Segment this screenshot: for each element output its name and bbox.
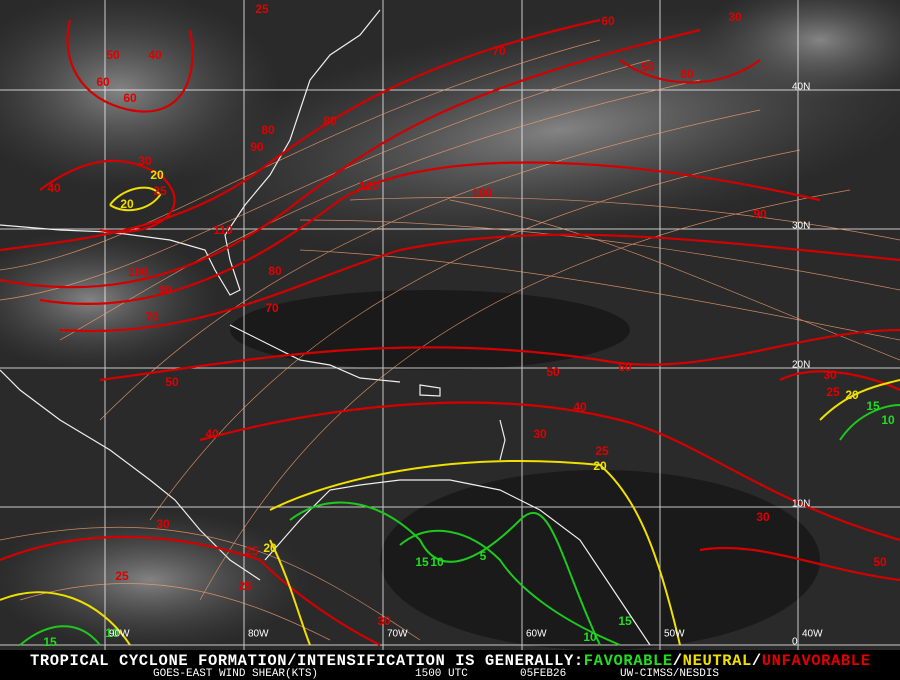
lon-label: 50W bbox=[664, 629, 685, 640]
green-contour-label: 10 bbox=[583, 630, 597, 644]
lon-label: 70W bbox=[387, 629, 408, 640]
clouds bbox=[0, 0, 900, 650]
green-contour-label: 15 bbox=[415, 555, 429, 569]
red-contour-label: 25 bbox=[826, 385, 840, 399]
red-contour-label: 90 bbox=[250, 140, 264, 154]
red-contour-label: 70 bbox=[145, 310, 159, 324]
red-contour-label: 50 bbox=[873, 555, 887, 569]
red-contour-label: 30 bbox=[728, 10, 742, 24]
red-contour-label: 90 bbox=[753, 207, 767, 221]
footer-bar bbox=[0, 650, 900, 680]
red-contour-label: 40 bbox=[47, 181, 61, 195]
lon-label: 90W bbox=[109, 629, 130, 640]
yellow-contours bbox=[0, 186, 900, 646]
unfavorable: UNFAVORABLE bbox=[762, 652, 870, 670]
yellow-contour-label: 20 bbox=[593, 459, 607, 473]
lon-label: 40W bbox=[802, 629, 823, 640]
yellow-contour-label: 20 bbox=[150, 168, 164, 182]
red-contour-label: 70 bbox=[492, 44, 506, 58]
red-contour-label: 25 bbox=[238, 579, 252, 593]
lat-label: 0 bbox=[792, 637, 798, 648]
red-contour-label: 60 bbox=[618, 360, 632, 374]
red-contour-label: 60 bbox=[123, 91, 137, 105]
red-contour-label: 40 bbox=[573, 400, 587, 414]
red-contour-label: 50 bbox=[546, 365, 560, 379]
footer-date: 05FEB26 bbox=[520, 668, 566, 680]
red-contour-label: 30 bbox=[377, 614, 391, 628]
red-contour-label: 50 bbox=[106, 48, 120, 62]
red-contour-label: 120 bbox=[359, 179, 379, 193]
green-contour-label: 15 bbox=[866, 399, 880, 413]
red-contour-label: 30 bbox=[756, 510, 770, 524]
favorable: FAVORABLE bbox=[584, 652, 672, 670]
green-contours bbox=[19, 404, 900, 646]
yellow-contour-label: 20 bbox=[120, 197, 134, 211]
red-contour-label: 25 bbox=[115, 569, 129, 583]
footer-lead: TROPICAL CYCLONE FORMATION/INTENSIFICATI… bbox=[30, 652, 583, 670]
red-contour-label: 25 bbox=[245, 544, 259, 558]
footer-line1: TROPICAL CYCLONE FORMATION/INTENSIFICATI… bbox=[30, 652, 870, 670]
red-contour-label: 110 bbox=[213, 223, 233, 237]
red-contour-label: 30 bbox=[156, 517, 170, 531]
yellow-contour-label: 20 bbox=[845, 388, 859, 402]
separator: / bbox=[752, 652, 761, 670]
red-contour-label: 60 bbox=[680, 67, 694, 81]
red-contour-label: 80 bbox=[323, 114, 337, 128]
red-contour-label: 25 bbox=[595, 444, 609, 458]
lat-label: 10N bbox=[792, 499, 810, 510]
yellow-contour-label: 20 bbox=[263, 541, 277, 555]
lat-label: 30N bbox=[792, 221, 810, 232]
green-contour-label: 15 bbox=[618, 614, 632, 628]
green-contour-label: 10 bbox=[105, 626, 119, 640]
red-contour-label: 80 bbox=[261, 123, 275, 137]
lon-label: 60W bbox=[526, 629, 547, 640]
green-contour-label: 15 bbox=[43, 635, 57, 649]
red-contour-label: 30 bbox=[138, 154, 152, 168]
lat-label: 40N bbox=[792, 82, 810, 93]
red-contour-label: 40 bbox=[148, 48, 162, 62]
red-contours bbox=[0, 18, 900, 646]
lon-label: 80W bbox=[248, 629, 269, 640]
red-contour-label: 25 bbox=[255, 2, 269, 16]
red-contour-label: 60 bbox=[601, 14, 615, 28]
graticule bbox=[0, 0, 900, 650]
red-contour-label: 60 bbox=[96, 75, 110, 89]
footer-product: GOES-EAST WIND SHEAR(KTS) bbox=[153, 668, 318, 680]
red-contour-label: 30 bbox=[823, 368, 837, 382]
red-contour-label: 100 bbox=[472, 186, 492, 200]
green-contour-label: 5 bbox=[480, 549, 487, 563]
red-contour-label: 50 bbox=[641, 60, 655, 74]
red-contour-label: 50 bbox=[165, 375, 179, 389]
green-contour-label: 10 bbox=[881, 413, 895, 427]
red-contour-label: 90 bbox=[158, 283, 172, 297]
footer-time: 1500 UTC bbox=[415, 668, 468, 680]
red-contour-label: 30 bbox=[533, 427, 547, 441]
green-contour-label: 10 bbox=[430, 555, 444, 569]
red-contour-label: 40 bbox=[205, 427, 219, 441]
neutral: NEUTRAL bbox=[683, 652, 752, 670]
separator: / bbox=[673, 652, 682, 670]
red-contour-label: 25 bbox=[153, 184, 167, 198]
grid-labels: 40N 30N 20N 10N 0 90W 80W 70W 60W 50W 40W bbox=[109, 82, 823, 648]
red-contour-label: 100 bbox=[128, 265, 148, 279]
red-contour-label: 70 bbox=[265, 301, 279, 315]
footer-source: UW-CIMSS/NESDIS bbox=[620, 668, 719, 680]
lat-label: 20N bbox=[792, 360, 810, 371]
red-contour-label: 80 bbox=[268, 264, 282, 278]
